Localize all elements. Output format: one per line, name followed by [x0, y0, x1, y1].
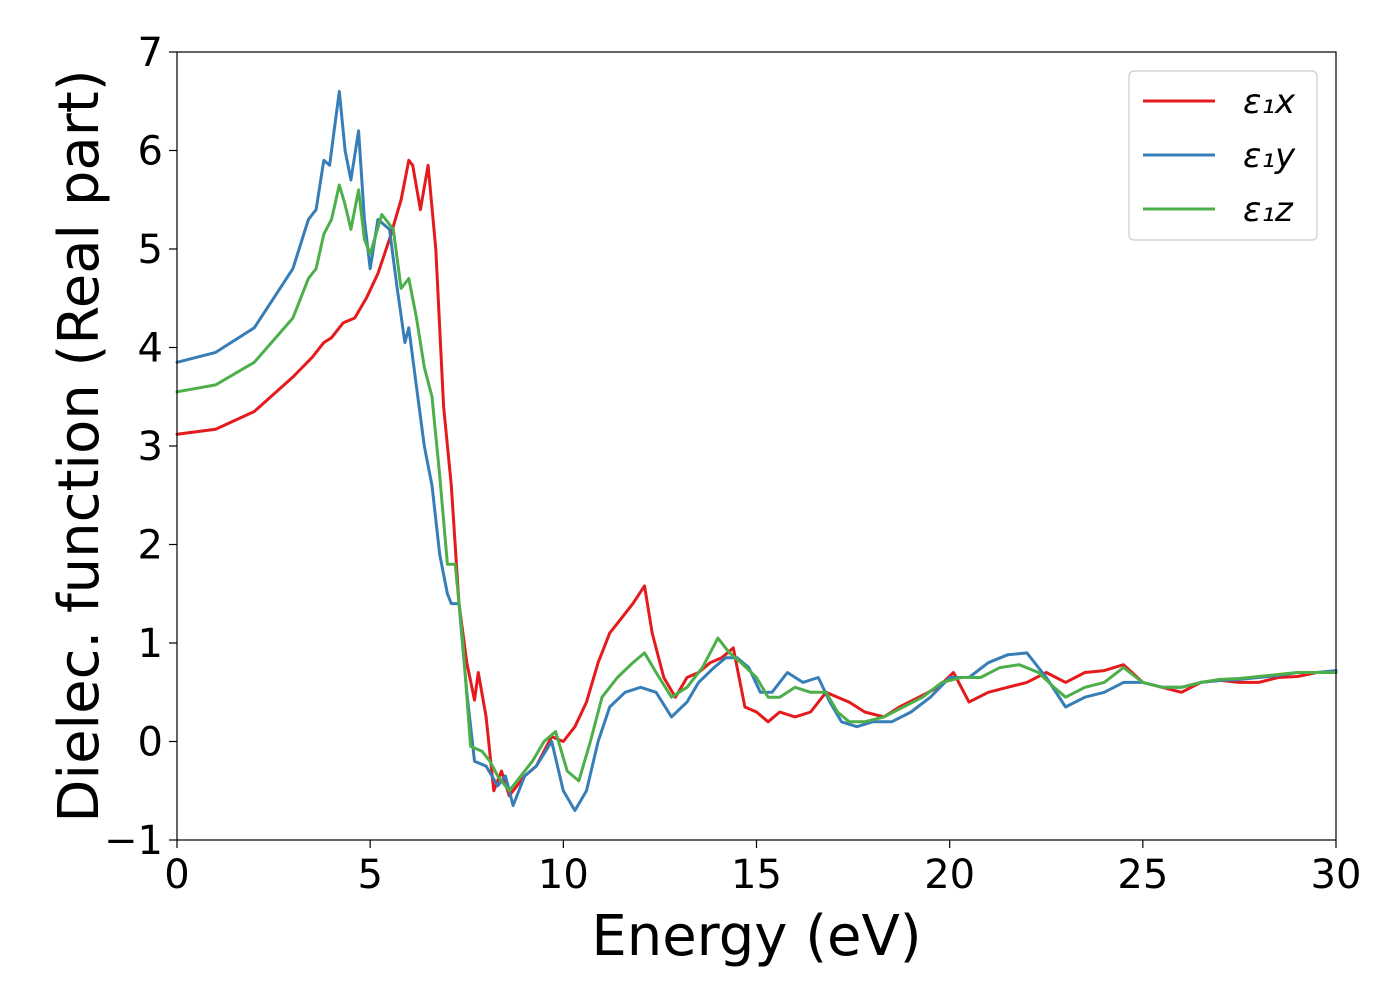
legend-label-2: ε₁y: [1243, 136, 1296, 176]
x-tick-label: 5: [357, 852, 382, 898]
y-tick-label: 5: [138, 227, 163, 273]
y-axis-title: Dielec. function (Real part): [47, 69, 112, 822]
x-axis-ticks: 0 5 10 15 20 25 30: [164, 840, 1361, 898]
x-tick-label: 10: [538, 852, 589, 898]
x-tick-label: 25: [1117, 852, 1168, 898]
x-tick-label: 20: [924, 852, 975, 898]
legend-box: [1128, 70, 1318, 241]
x-tick-label: 30: [1311, 852, 1362, 898]
legend: ε₁x ε₁y ε₁z: [1128, 70, 1318, 241]
x-tick-label: 0: [164, 852, 189, 898]
y-tick-label: 1: [138, 621, 163, 667]
legend-label-1: ε₁x: [1243, 82, 1296, 122]
plot-area-frame: [176, 51, 1337, 841]
legend-label-3: ε₁z: [1243, 190, 1294, 230]
y-tick-label: 2: [138, 523, 163, 569]
y-tick-label: 7: [138, 30, 163, 76]
y-tick-label: 6: [138, 129, 163, 175]
series-line-2: [175, 89, 1338, 812]
y-tick-label: 0: [138, 720, 163, 766]
series-lines: [175, 89, 1338, 812]
y-axis-ticks: −1 0 1 2 3 4 5 6 7: [104, 30, 177, 864]
series-line-3: [175, 183, 1338, 793]
y-tick-label: −1: [104, 818, 163, 864]
x-tick-label: 15: [731, 852, 782, 898]
y-tick-label: 3: [138, 424, 163, 470]
legend-items: ε₁x ε₁y ε₁z: [1143, 82, 1296, 230]
x-axis-title: Energy (eV): [591, 904, 921, 969]
series-line-1: [175, 158, 1338, 798]
y-tick-label: 4: [138, 326, 163, 372]
